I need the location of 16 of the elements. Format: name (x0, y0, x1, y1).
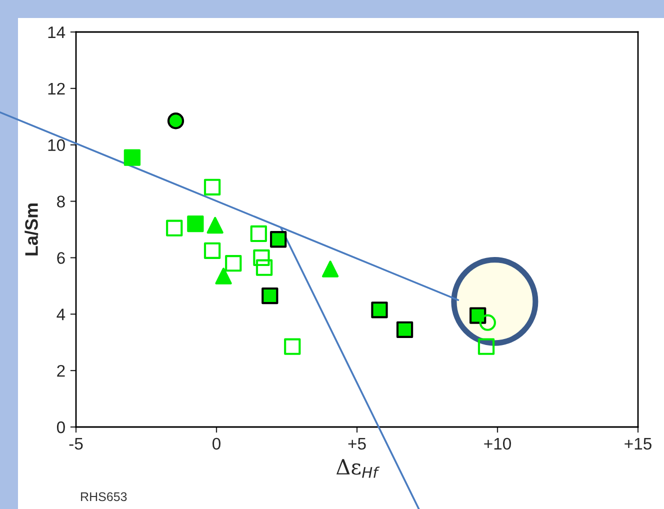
y-tick-label: 0 (56, 421, 65, 434)
x-tick-label: +15 (624, 438, 652, 450)
y-tick-label: 6 (57, 252, 65, 264)
x-axis-title: Δε$_{Hf}$ (336, 459, 380, 478)
x-tick-label: +5 (348, 438, 366, 450)
x-tick-label: -5 (69, 438, 83, 450)
y-tick-label: 2 (57, 364, 65, 377)
y-tick-label: 8 (57, 196, 65, 208)
y-tick-label: 4 (56, 308, 66, 320)
y-tick-label: 12 (48, 82, 65, 94)
x-tick-label: +10 (484, 438, 511, 450)
x-tick-label: 0 (212, 438, 220, 450)
y-axis-title: La/Sm (24, 204, 38, 256)
y-tick-label: 10 (48, 139, 65, 152)
y-tick-label: 14 (48, 26, 66, 38)
text: RHS653 (81, 492, 127, 502)
